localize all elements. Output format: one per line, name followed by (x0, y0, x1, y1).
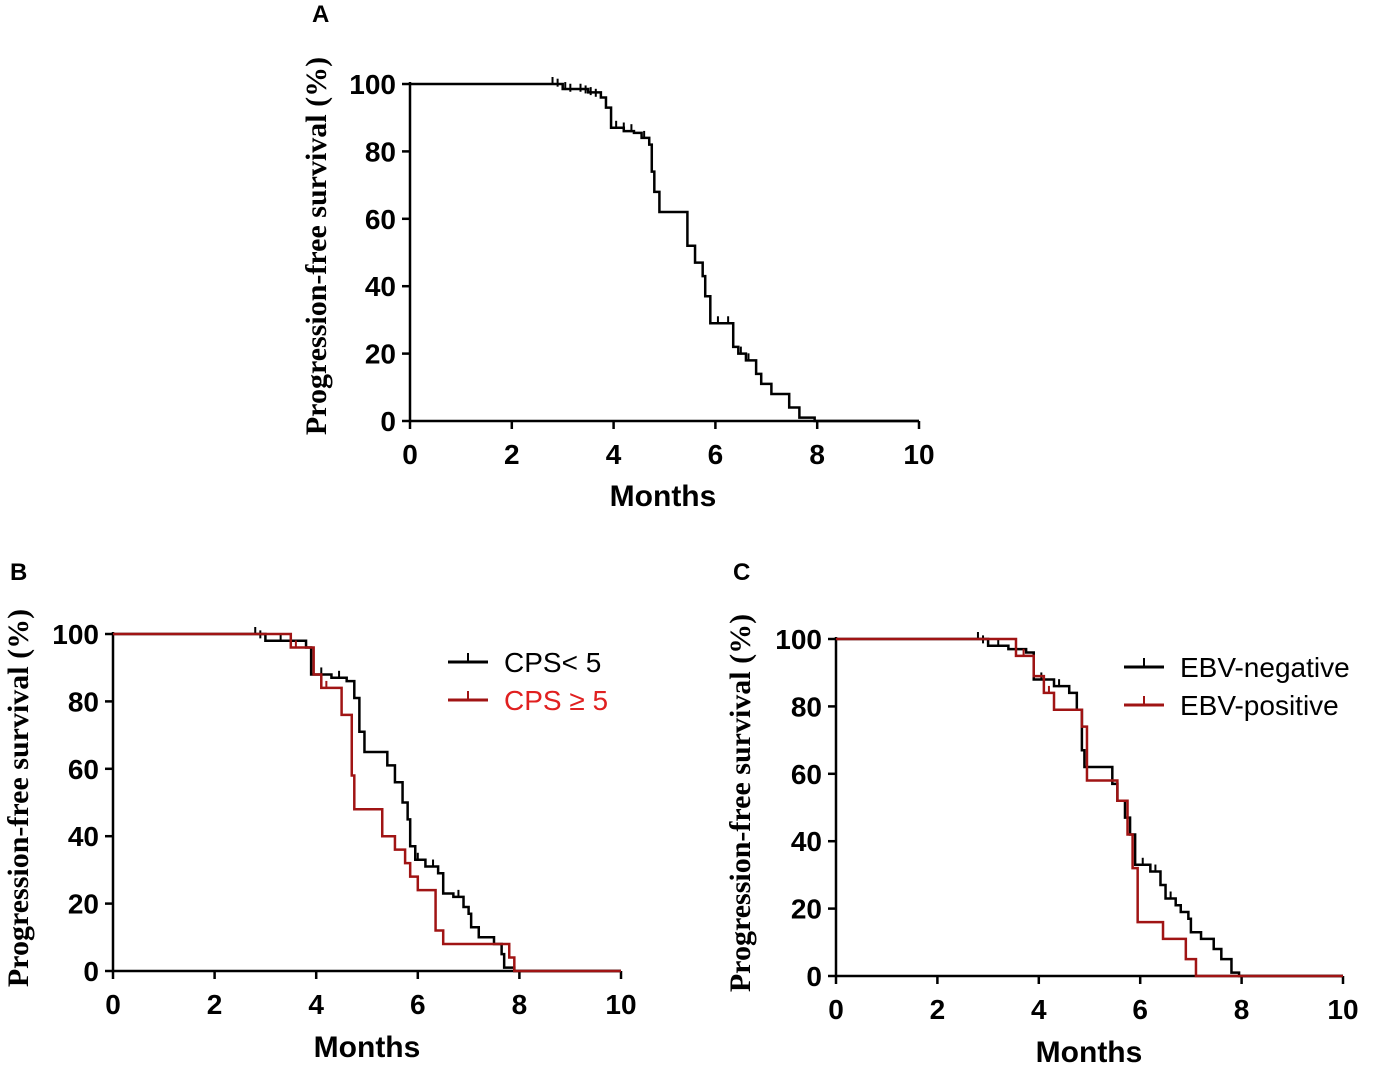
x-tick-label: 2 (504, 439, 520, 470)
km-curve-secondary (113, 632, 621, 973)
y-tick-label: 100 (52, 619, 99, 650)
x-tick-label: 0 (105, 989, 121, 1020)
y-tick-label: 40 (365, 271, 396, 302)
y-tick-label: 20 (791, 894, 822, 925)
y-tick-label: 20 (365, 339, 396, 370)
km-curve-primary (113, 632, 621, 973)
y-tick-label: 20 (68, 889, 99, 920)
y-tick-label: 80 (68, 686, 99, 717)
y-tick-label: 40 (791, 826, 822, 857)
y-axis-title-c: Progression-free survival (%) (724, 614, 757, 992)
x-tick-label: 0 (828, 994, 844, 1025)
y-tick-label: 60 (791, 759, 822, 790)
x-tick-label: 4 (308, 989, 324, 1020)
panel-letter-c: C (733, 559, 750, 586)
x-tick-label: 0 (402, 439, 418, 470)
x-tick-label: 8 (512, 989, 528, 1020)
x-axis-title-c: Months (1036, 1036, 1143, 1069)
y-tick-label: 60 (365, 204, 396, 235)
x-axis-title-a: Months (610, 480, 717, 513)
km-curve-primary (410, 82, 919, 423)
x-tick-label: 10 (903, 439, 934, 470)
y-tick-label: 0 (380, 406, 396, 437)
x-tick-label: 6 (708, 439, 724, 470)
x-tick-label: 10 (1327, 994, 1358, 1025)
panel-c: C Progression-free survival (%) Months 0… (724, 559, 1359, 1069)
y-tick-label: 80 (365, 136, 396, 167)
x-tick-label: 2 (930, 994, 946, 1025)
panel-letter-b: B (10, 559, 27, 586)
x-axis-title-b: Months (314, 1031, 421, 1064)
x-tick-label: 10 (605, 989, 636, 1020)
y-tick-label: 0 (83, 956, 99, 987)
y-axis-title-b: Progression-free survival (%) (2, 609, 35, 987)
legend-label-ebv-positive: EBV-positive (1180, 690, 1339, 721)
panel-letter-a: A (312, 1, 329, 28)
legend-c: EBV-negative EBV-positive (1124, 652, 1350, 721)
legend-label-ebv-negative: EBV-negative (1180, 652, 1350, 683)
x-tick-label: 8 (1234, 994, 1250, 1025)
y-tick-label: 40 (68, 821, 99, 852)
x-tick-label: 6 (1132, 994, 1148, 1025)
y-axis-title-a: Progression-free survival (%) (300, 57, 333, 435)
y-tick-label: 0 (806, 961, 822, 992)
y-tick-label: 100 (349, 69, 396, 100)
x-tick-label: 8 (809, 439, 825, 470)
x-tick-label: 4 (606, 439, 622, 470)
x-tick-label: 2 (207, 989, 223, 1020)
km-curve-secondary (836, 637, 1343, 978)
legend-label-cps-lt5: CPS< 5 (504, 647, 601, 678)
x-tick-label: 4 (1031, 994, 1047, 1025)
y-tick-label: 60 (68, 754, 99, 785)
panel-a: A Progression-free survival (%) Months 0… (300, 1, 935, 513)
legend-label-cps-ge5: CPS ≥ 5 (504, 685, 608, 716)
panel-b: B Progression-free survival (%) Months 0… (2, 559, 637, 1064)
y-tick-label: 80 (791, 691, 822, 722)
x-tick-label: 6 (410, 989, 426, 1020)
y-tick-label: 100 (775, 624, 822, 655)
legend-b: CPS< 5 CPS ≥ 5 (448, 647, 608, 716)
